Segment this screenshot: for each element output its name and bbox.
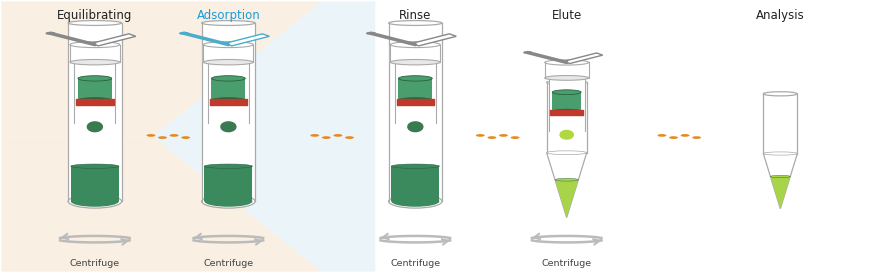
Circle shape: [181, 136, 190, 139]
Polygon shape: [88, 122, 103, 132]
Ellipse shape: [555, 178, 579, 181]
Ellipse shape: [552, 90, 581, 94]
Circle shape: [499, 134, 508, 137]
Polygon shape: [2, 1, 321, 136]
Polygon shape: [2, 136, 321, 272]
Ellipse shape: [545, 76, 588, 80]
Ellipse shape: [388, 20, 442, 25]
FancyBboxPatch shape: [412, 34, 456, 46]
Ellipse shape: [78, 76, 112, 81]
Circle shape: [321, 136, 330, 139]
Ellipse shape: [547, 80, 587, 85]
Circle shape: [657, 134, 666, 137]
Text: Rinse: Rinse: [399, 10, 431, 22]
Polygon shape: [555, 180, 579, 218]
Polygon shape: [408, 122, 422, 132]
Text: Adsorption: Adsorption: [196, 10, 260, 22]
Ellipse shape: [764, 152, 797, 155]
Ellipse shape: [204, 60, 254, 65]
Ellipse shape: [547, 151, 587, 155]
Text: Elute: Elute: [552, 10, 582, 22]
Ellipse shape: [545, 60, 588, 65]
Circle shape: [333, 134, 342, 137]
Polygon shape: [771, 176, 790, 209]
Ellipse shape: [388, 195, 442, 208]
FancyBboxPatch shape: [202, 23, 255, 201]
Ellipse shape: [68, 195, 121, 208]
Ellipse shape: [391, 196, 439, 207]
Ellipse shape: [202, 195, 255, 208]
Circle shape: [692, 136, 701, 139]
Circle shape: [680, 134, 689, 137]
Polygon shape: [524, 52, 531, 53]
Ellipse shape: [398, 97, 432, 102]
Circle shape: [170, 134, 179, 137]
Ellipse shape: [71, 196, 119, 207]
Text: Centrifuge: Centrifuge: [542, 259, 592, 268]
Polygon shape: [560, 130, 573, 139]
FancyBboxPatch shape: [91, 34, 136, 46]
Ellipse shape: [552, 109, 581, 113]
Ellipse shape: [70, 42, 120, 48]
Ellipse shape: [78, 97, 112, 102]
Ellipse shape: [391, 164, 439, 168]
Text: Centrifuge: Centrifuge: [70, 259, 120, 268]
Circle shape: [476, 134, 485, 137]
Ellipse shape: [764, 92, 797, 96]
Polygon shape: [179, 32, 188, 34]
Ellipse shape: [771, 175, 790, 178]
Ellipse shape: [212, 97, 246, 102]
Ellipse shape: [202, 20, 255, 25]
Polygon shape: [46, 32, 54, 34]
Circle shape: [158, 136, 167, 139]
Ellipse shape: [70, 60, 120, 65]
Text: Centrifuge: Centrifuge: [204, 259, 254, 268]
FancyBboxPatch shape: [563, 53, 603, 64]
Ellipse shape: [204, 164, 253, 168]
Ellipse shape: [204, 42, 254, 48]
Polygon shape: [367, 32, 375, 34]
Circle shape: [146, 134, 155, 137]
Circle shape: [345, 136, 354, 139]
Circle shape: [669, 136, 678, 139]
FancyBboxPatch shape: [225, 34, 270, 46]
Ellipse shape: [390, 42, 440, 48]
Circle shape: [310, 134, 319, 137]
Circle shape: [488, 136, 497, 139]
Text: Analysis: Analysis: [756, 10, 805, 22]
Polygon shape: [153, 1, 375, 272]
Text: Equilibrating: Equilibrating: [57, 10, 132, 22]
Ellipse shape: [398, 76, 432, 81]
Ellipse shape: [212, 76, 246, 81]
Polygon shape: [764, 153, 797, 209]
Text: Centrifuge: Centrifuge: [390, 259, 440, 268]
FancyBboxPatch shape: [68, 23, 121, 201]
Polygon shape: [221, 122, 236, 132]
Ellipse shape: [71, 164, 119, 168]
Ellipse shape: [390, 60, 440, 65]
Ellipse shape: [68, 20, 121, 25]
Circle shape: [511, 136, 520, 139]
Ellipse shape: [204, 196, 253, 207]
FancyBboxPatch shape: [388, 23, 442, 201]
Polygon shape: [547, 153, 587, 218]
